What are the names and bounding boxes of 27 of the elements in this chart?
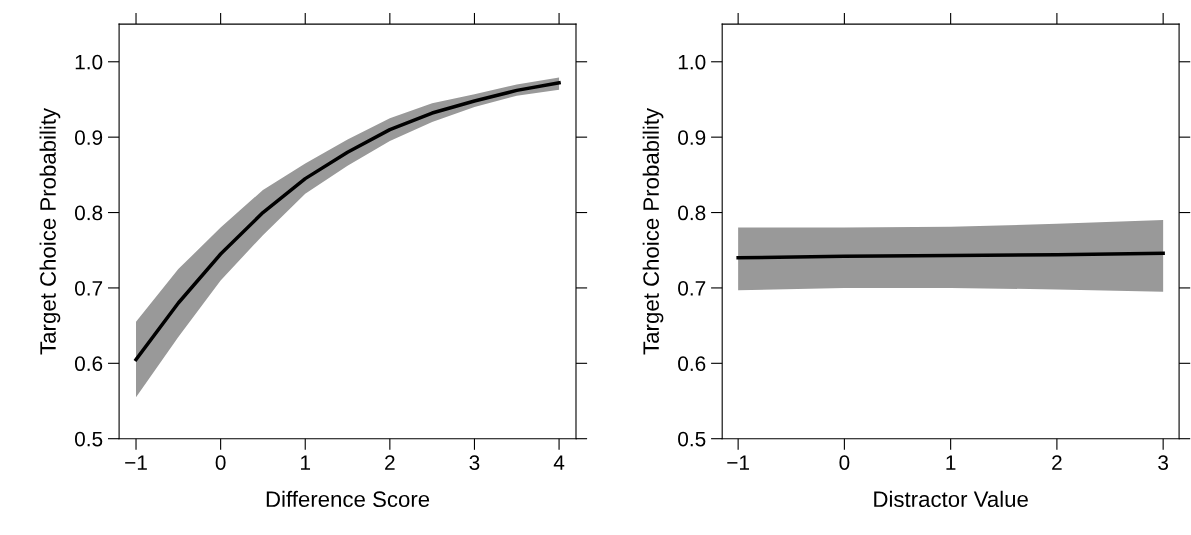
y-axis-title: Target Choice Probability bbox=[642, 107, 664, 355]
y-tick-label: 1.0 bbox=[75, 54, 103, 70]
x-tick-label: 2 bbox=[1052, 455, 1062, 470]
x-tick-label: 3 bbox=[469, 455, 480, 470]
y-tick-label: 0.9 bbox=[678, 130, 706, 145]
x-tick-label: 4 bbox=[553, 455, 565, 470]
y-tick-label: 0.7 bbox=[74, 280, 103, 296]
y-axis-title: Target Choice Probability bbox=[39, 107, 61, 355]
y-tick-label: 0.5 bbox=[678, 431, 706, 447]
y-tick-label: 0.8 bbox=[74, 205, 103, 221]
y-tick-label: 1.0 bbox=[678, 54, 706, 70]
x-tick-label: −1 bbox=[727, 455, 749, 470]
x-tick-label: 0 bbox=[839, 455, 850, 470]
x-tick-label: 3 bbox=[1158, 455, 1169, 470]
y-tick-label: 0.7 bbox=[678, 280, 706, 296]
x-tick-label: −1 bbox=[125, 455, 147, 470]
y-tick-label: 0.8 bbox=[678, 205, 706, 221]
x-tick-label: 0 bbox=[215, 455, 226, 470]
x-tick-label: 1 bbox=[301, 455, 311, 470]
x-axis-title: Difference Score bbox=[266, 490, 430, 508]
x-tick-label: 1 bbox=[946, 455, 956, 470]
y-tick-label: 0.6 bbox=[678, 356, 706, 372]
y-tick-label: 0.6 bbox=[74, 356, 103, 372]
y-tick-label: 0.5 bbox=[74, 431, 103, 447]
x-axis-title: Distractor Value bbox=[874, 490, 1028, 508]
x-tick-label: 2 bbox=[385, 455, 395, 470]
y-tick-label: 0.9 bbox=[74, 130, 103, 145]
